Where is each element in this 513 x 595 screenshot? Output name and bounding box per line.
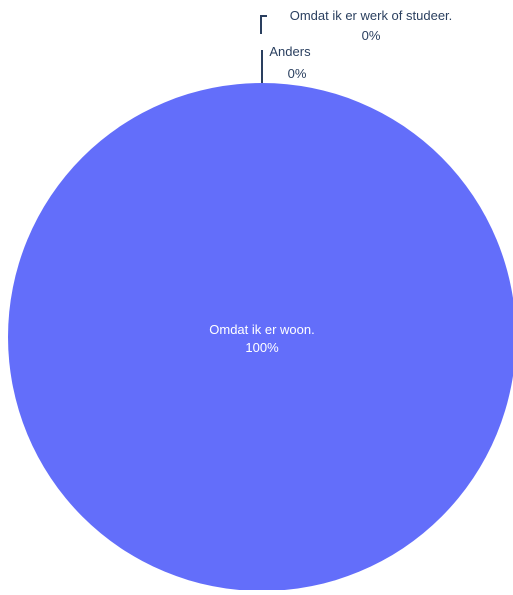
pie-percent-anders: 0%: [288, 66, 307, 81]
pie-percent-omdat-ik-er-woon: 100%: [245, 340, 279, 355]
pie-label-anders: Anders: [269, 44, 311, 59]
pie-slice-omdat-ik-er-woon: [8, 83, 513, 591]
pie-labels: Omdat ik er woon. 100% Anders 0% Omdat ik er…: [209, 8, 452, 355]
pie-percent-omdat-ik-er-werk-of-studeer: 0%: [362, 28, 381, 43]
pie-label-omdat-ik-er-werk-of-studeer: Omdat ik er werk of studeer.: [290, 8, 453, 23]
pie-label-connectors: [260, 15, 267, 83]
pie-label-omdat-ik-er-woon: Omdat ik er woon.: [209, 322, 315, 337]
pie-connector-omdat-ik-er-werk-of-studeer: [260, 15, 267, 34]
pie-slices: [8, 83, 513, 591]
